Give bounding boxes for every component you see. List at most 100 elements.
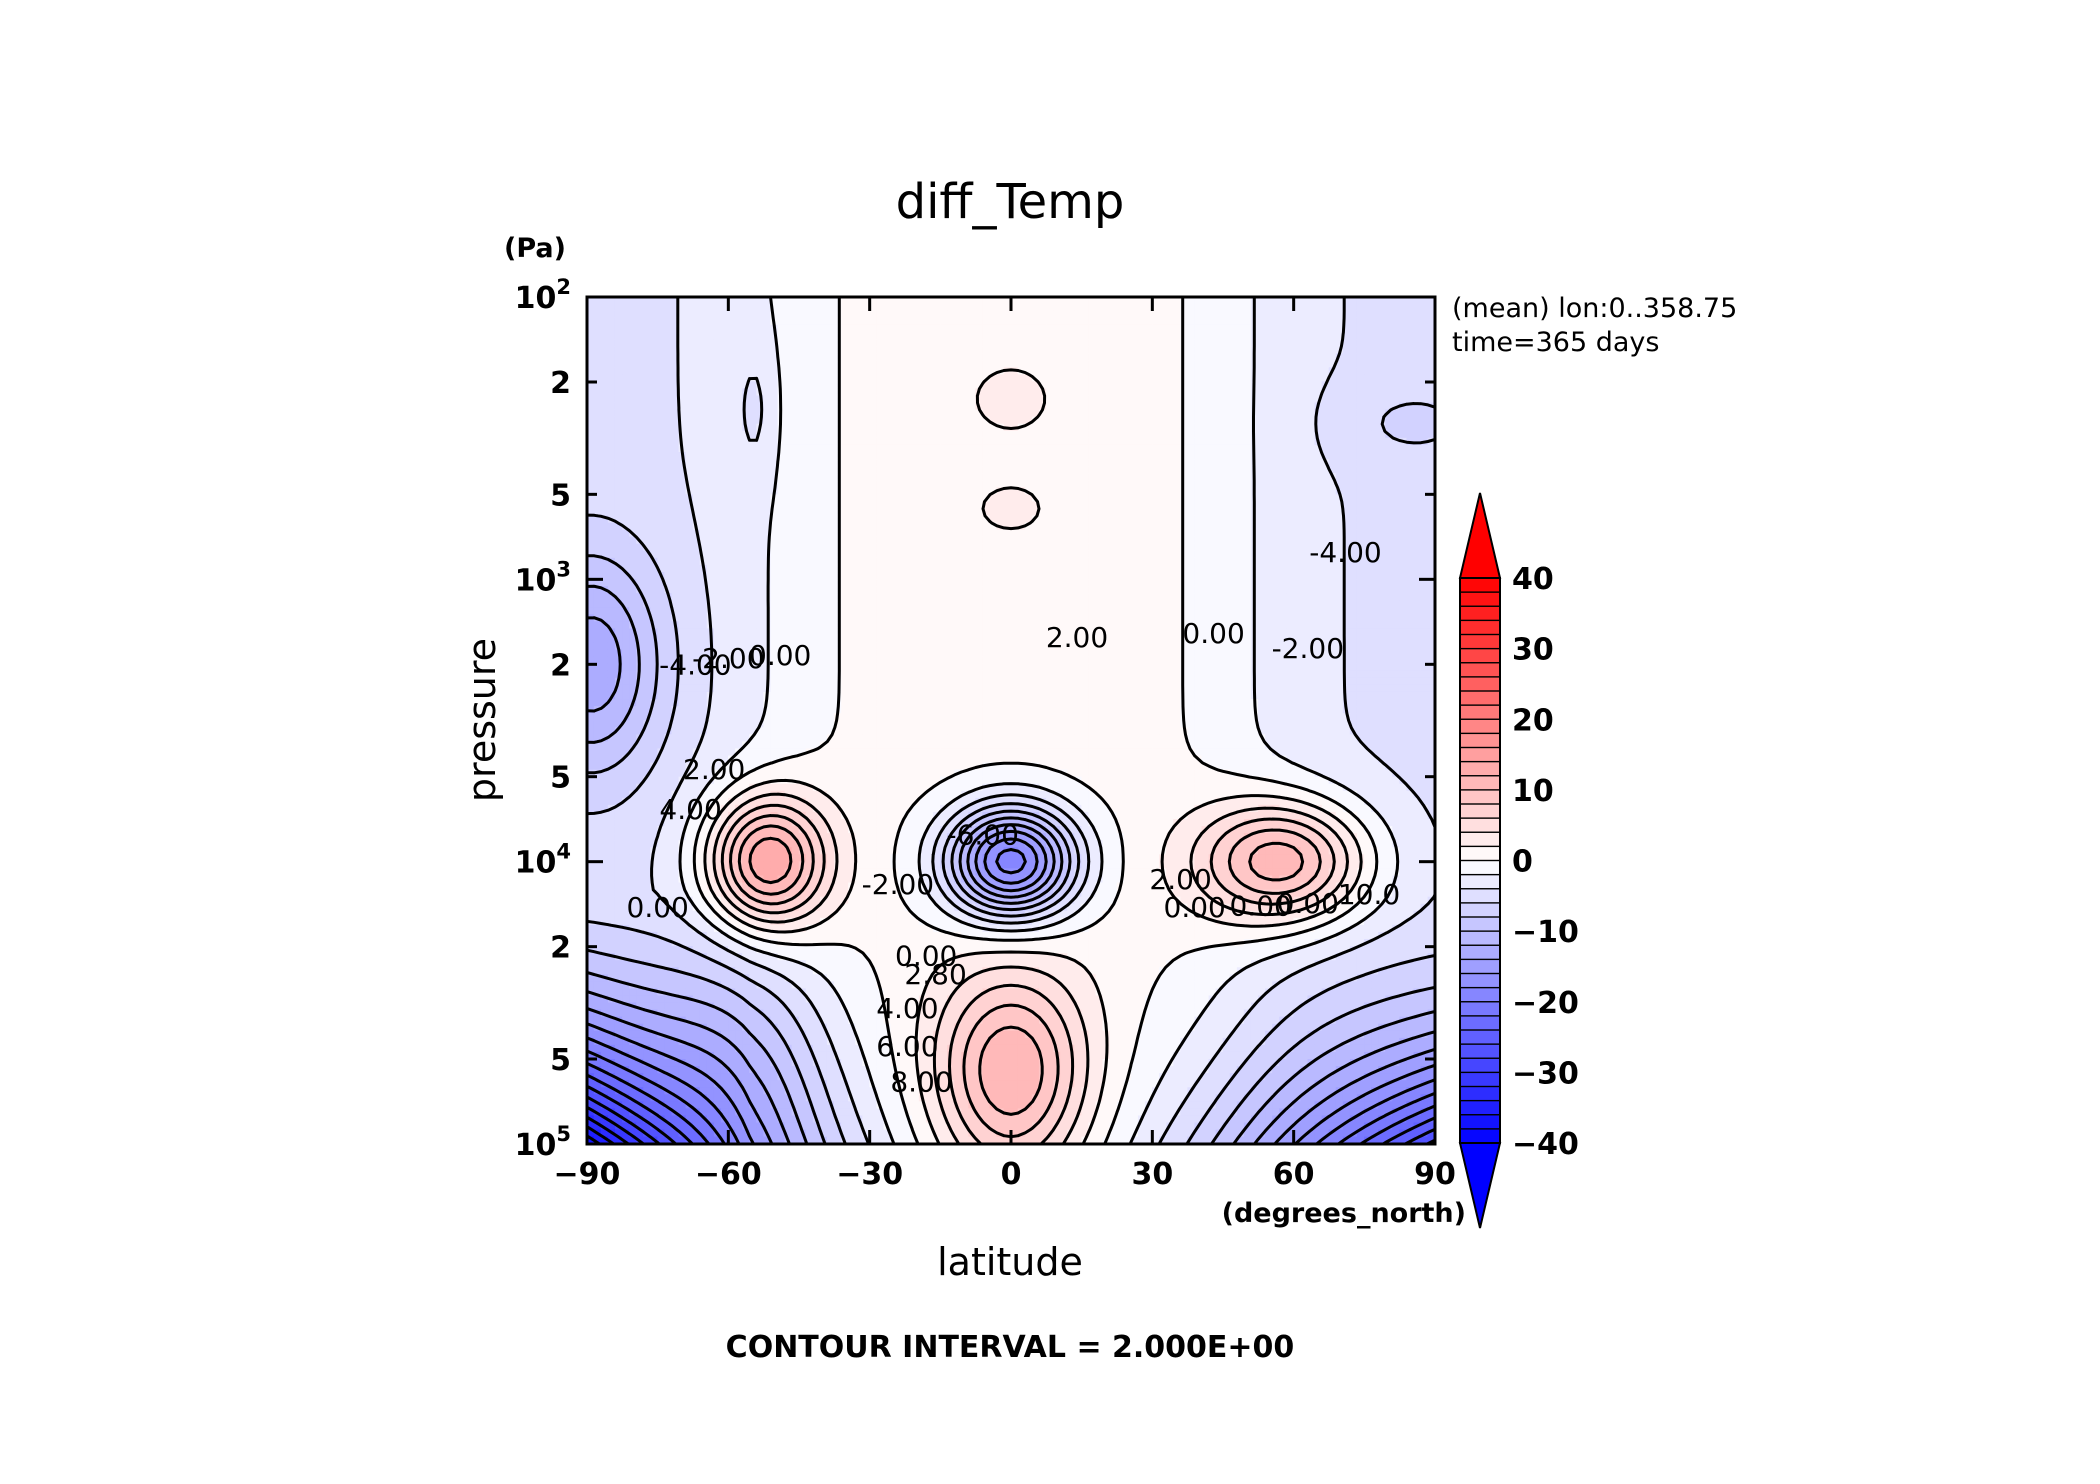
field-cell	[862, 303, 870, 312]
field-cell	[1243, 317, 1252, 326]
field-cell	[1201, 444, 1210, 453]
field-cell	[622, 529, 630, 538]
field-cell	[587, 459, 595, 467]
field-cell	[692, 451, 701, 460]
field-cell	[1067, 543, 1075, 552]
field-cell	[587, 579, 595, 587]
field-cell	[1046, 564, 1054, 573]
field-cell	[883, 536, 892, 545]
field-cell	[812, 395, 821, 404]
field-cell	[1321, 508, 1330, 517]
field-cell	[1081, 423, 1090, 432]
field-cell	[968, 473, 976, 481]
field-cell	[869, 388, 878, 397]
field-cell	[720, 557, 729, 566]
field-cell	[1335, 423, 1344, 432]
field-cell	[1399, 529, 1408, 538]
field-cell	[961, 466, 969, 474]
field-cell	[657, 374, 666, 382]
field-cell	[629, 437, 637, 446]
field-cell	[1123, 557, 1132, 566]
field-cell	[1427, 317, 1435, 326]
field-cell	[657, 466, 666, 474]
field-cell	[897, 451, 906, 460]
field-cell	[1236, 564, 1245, 573]
field-cell	[1385, 367, 1393, 375]
field-cell	[777, 487, 786, 495]
field-cell	[1258, 508, 1266, 517]
field-cell	[996, 501, 1005, 510]
field-cell	[932, 353, 941, 361]
field-cell	[1173, 374, 1181, 382]
field-cell	[1272, 423, 1280, 432]
field-cell	[1236, 297, 1245, 305]
field-cell	[1236, 508, 1245, 517]
field-cell	[1236, 331, 1245, 340]
field-cell	[742, 586, 750, 594]
field-cell	[826, 381, 835, 390]
field-cell	[756, 374, 764, 382]
field-cell	[1102, 346, 1111, 354]
field-cell	[1258, 557, 1266, 566]
field-cell	[1335, 331, 1344, 340]
field-cell	[1060, 459, 1068, 467]
field-cell	[812, 451, 821, 460]
field-cell	[1243, 402, 1252, 411]
field-cell	[791, 522, 800, 531]
field-cell	[1258, 317, 1266, 326]
field-cell	[706, 303, 715, 312]
field-cell	[911, 473, 920, 481]
field-cell	[671, 310, 680, 319]
field-cell	[1017, 466, 1026, 474]
field-cell	[1328, 550, 1337, 559]
field-cell	[1378, 331, 1386, 340]
field-cell	[728, 529, 736, 538]
field-cell	[728, 586, 736, 594]
field-cell	[1356, 303, 1365, 312]
field-cell	[1378, 430, 1386, 439]
field-cell	[869, 522, 878, 531]
field-cell	[657, 423, 666, 432]
field-cell	[1152, 416, 1160, 425]
field-cell	[728, 543, 736, 552]
field-cell	[890, 515, 899, 524]
field-cell	[1173, 564, 1181, 573]
field-cell	[735, 586, 743, 594]
field-cell	[706, 416, 715, 425]
field-cell	[1300, 331, 1309, 340]
field-cell	[1420, 466, 1429, 474]
field-cell	[742, 557, 750, 566]
field-cell	[1364, 367, 1372, 375]
field-cell	[643, 536, 651, 545]
field-cell	[1010, 459, 1019, 467]
field-cell	[1265, 381, 1273, 390]
field-cell	[593, 353, 602, 361]
field-cell	[685, 346, 694, 354]
field-cell	[1378, 339, 1386, 347]
field-cell	[996, 444, 1005, 453]
field-cell	[848, 529, 856, 538]
field-cell	[1010, 353, 1019, 361]
field-cell	[1031, 571, 1040, 580]
field-cell	[1406, 395, 1415, 404]
field-cell	[1236, 515, 1245, 524]
field-cell	[1229, 501, 1238, 510]
field-cell	[657, 579, 666, 587]
field-cell	[699, 339, 708, 347]
field-cell	[1293, 339, 1302, 347]
field-cell	[622, 303, 630, 312]
field-cell	[1342, 374, 1351, 382]
field-cell	[614, 451, 623, 460]
field-cell	[699, 494, 708, 502]
field-cell	[720, 423, 729, 432]
field-cell	[932, 416, 941, 425]
field-cell	[1003, 522, 1012, 531]
field-cell	[749, 444, 757, 453]
field-cell	[643, 360, 651, 368]
field-cell	[1356, 494, 1365, 502]
field-cell	[1060, 395, 1068, 404]
field-cell	[1321, 579, 1330, 587]
field-cell	[890, 374, 899, 382]
field-cell	[1109, 579, 1118, 587]
field-cell	[614, 310, 623, 319]
